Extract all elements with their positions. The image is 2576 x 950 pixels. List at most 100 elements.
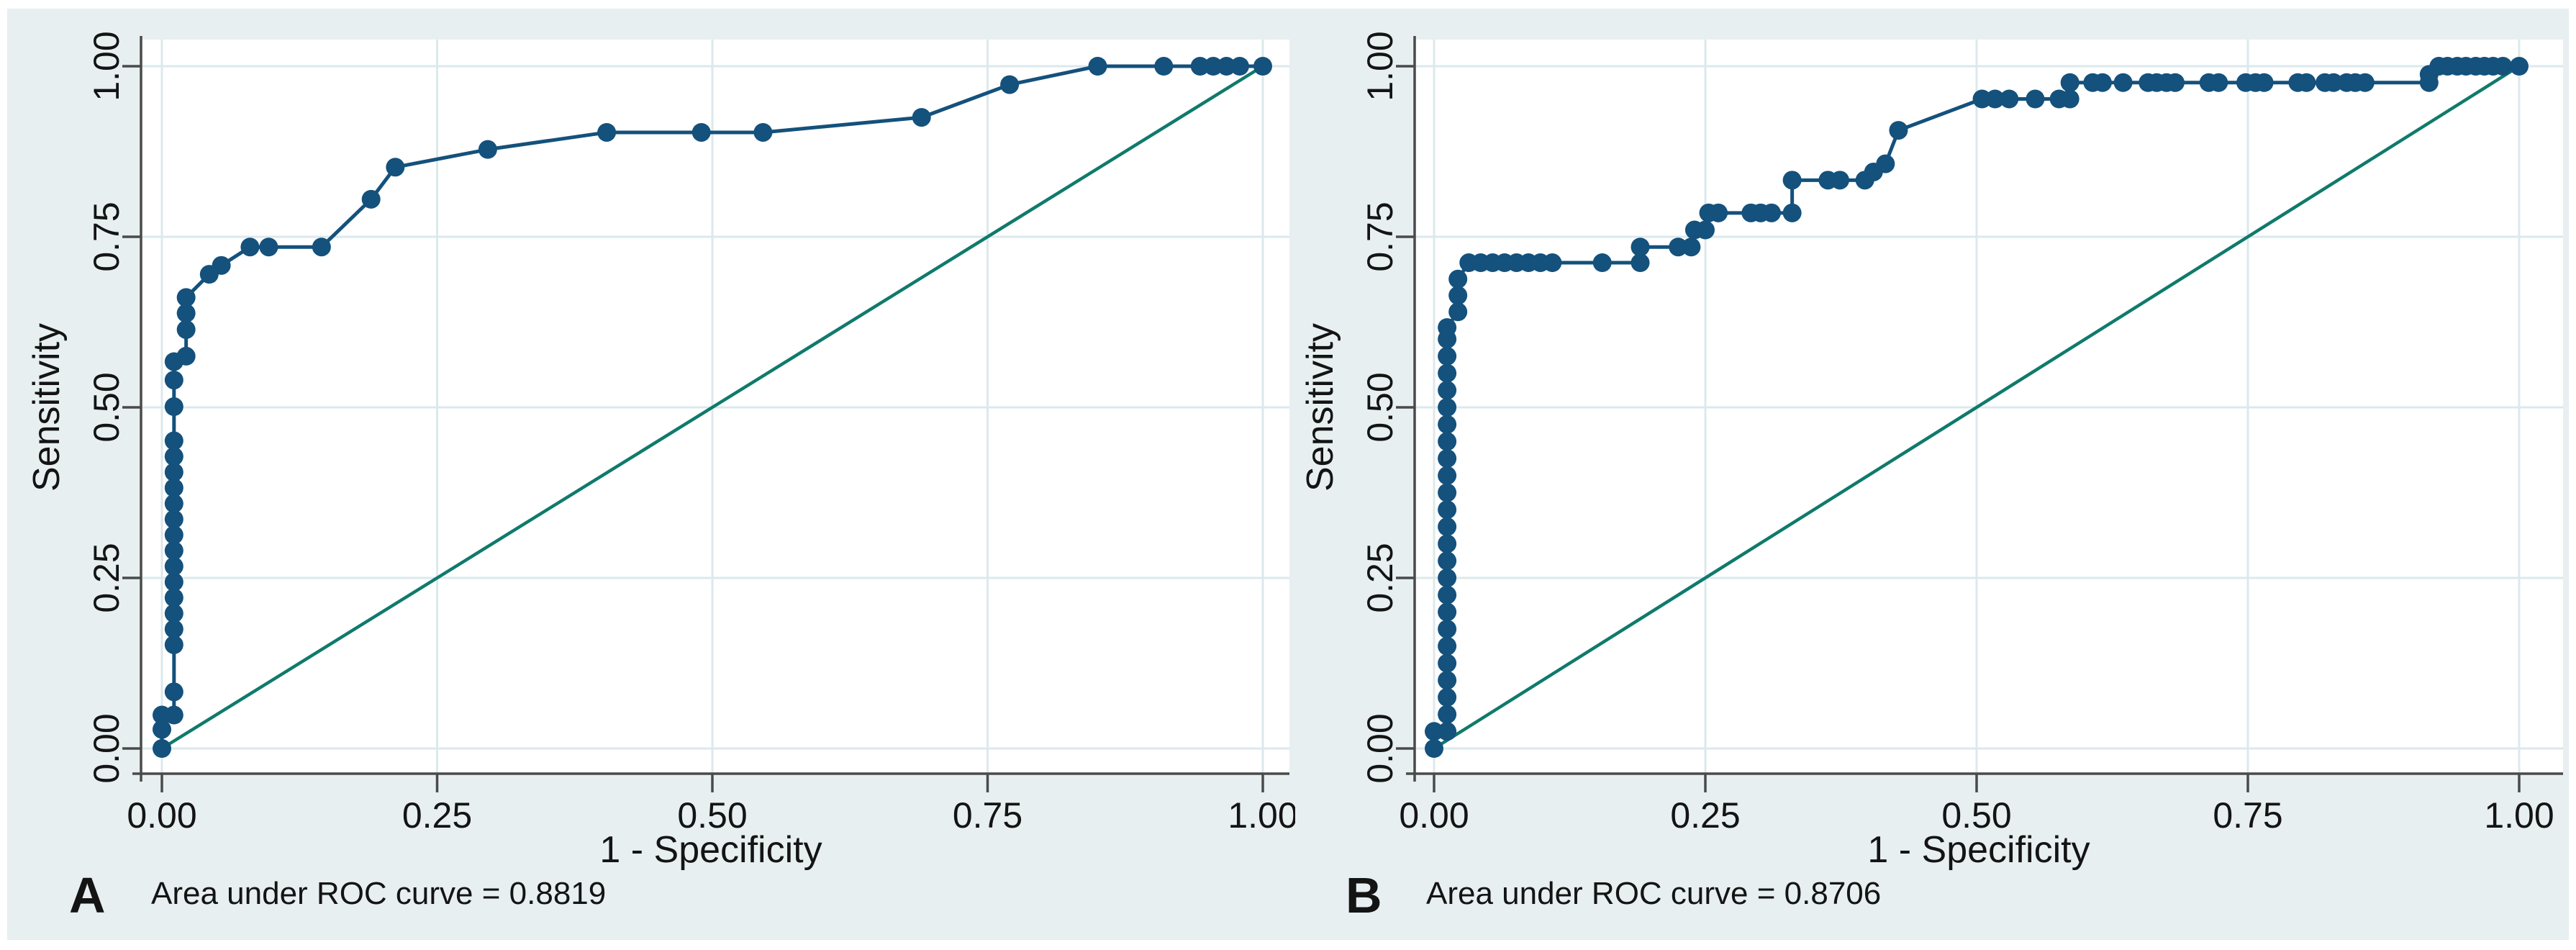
x-tick-labels: 0.00 0.25 0.50 0.75 1.00 xyxy=(1399,795,2554,836)
roc-data-point xyxy=(691,122,711,142)
roc-data-point xyxy=(2324,73,2344,92)
roc-data-point xyxy=(259,238,278,257)
roc-plot-a: 0.00 0.25 0.50 0.75 1.00 0.00 0.25 0.50 0.75 1.0… xyxy=(26,31,1295,923)
x-tick-label: 0.00 xyxy=(1399,795,1469,836)
roc-data-point xyxy=(1438,551,1457,571)
roc-data-point xyxy=(1438,381,1457,400)
roc-data-point xyxy=(1972,89,1992,109)
panel-letter: A xyxy=(69,867,106,923)
roc-data-point xyxy=(1438,318,1457,338)
roc-data-point xyxy=(1761,203,1781,222)
panel-a: 0.00 0.25 0.50 0.75 1.00 0.00 0.25 0.50 0.75 1.0… xyxy=(14,7,1295,943)
roc-plot-b: 0.00 0.25 0.50 0.75 1.00 0.00 0.25 0.50 0.75 1.0… xyxy=(1300,31,2563,923)
roc-data-point xyxy=(164,371,183,390)
roc-data-point xyxy=(1830,171,1849,190)
roc-data-point xyxy=(1438,432,1457,451)
roc-data-point xyxy=(2026,89,2045,109)
x-tick-labels: 0.00 0.25 0.50 0.75 1.00 xyxy=(127,795,1295,836)
roc-data-point xyxy=(1000,75,1020,94)
x-tick-label: 0.50 xyxy=(1941,795,2011,836)
y-tick-label: 0.00 xyxy=(1360,713,1400,783)
roc-data-point xyxy=(1438,534,1457,553)
roc-data-point xyxy=(176,304,196,323)
roc-data-point xyxy=(1669,238,1688,257)
roc-data-point xyxy=(386,158,405,177)
roc-data-point xyxy=(597,122,617,142)
x-tick-label: 1.00 xyxy=(2484,795,2554,836)
roc-data-point xyxy=(1876,154,1895,173)
roc-data-point xyxy=(1985,89,2005,109)
x-tick-label: 1.00 xyxy=(1228,795,1295,836)
roc-data-point xyxy=(164,620,183,639)
roc-data-point xyxy=(1696,220,1715,240)
roc-data-point xyxy=(1438,500,1457,520)
roc-data-point xyxy=(1438,687,1457,707)
roc-data-point xyxy=(2113,73,2133,92)
roc-data-point xyxy=(1204,57,1223,76)
roc-data-point xyxy=(164,525,183,545)
y-tick-label: 1.00 xyxy=(86,31,127,101)
roc-data-point xyxy=(164,447,183,466)
roc-data-point xyxy=(1782,171,1802,190)
roc-data-point xyxy=(1438,483,1457,502)
roc-data-point xyxy=(164,604,183,623)
reference-line xyxy=(1433,65,2521,750)
roc-data-point xyxy=(164,541,183,561)
roc-data-point xyxy=(2510,57,2529,76)
y-tick-label: 1.00 xyxy=(1360,31,1400,101)
roc-data-point xyxy=(361,189,381,209)
x-tick-label: 0.75 xyxy=(953,795,1022,836)
roc-data-point xyxy=(1438,363,1457,383)
roc-data-point xyxy=(2297,73,2316,92)
roc-data-point xyxy=(1088,57,1107,76)
roc-data-point xyxy=(164,397,183,417)
reference-line xyxy=(160,65,1264,750)
auc-annotation: Area under ROC curve = 0.8819 xyxy=(151,876,606,911)
roc-curve xyxy=(153,57,1272,758)
roc-data-point xyxy=(1438,398,1457,417)
panel-b: 0.00 0.25 0.50 0.75 1.00 0.00 0.25 0.50 0.75 1.0… xyxy=(1288,7,2569,943)
x-tick-label: 0.25 xyxy=(1670,795,1740,836)
panel-letter: B xyxy=(1346,867,1382,923)
roc-data-point xyxy=(1154,57,1174,76)
roc-data-point xyxy=(164,431,183,451)
roc-data-point xyxy=(1438,517,1457,536)
roc-data-point xyxy=(1438,620,1457,639)
x-tick-label: 0.50 xyxy=(677,795,747,836)
y-tick-label: 0.50 xyxy=(1360,372,1400,442)
roc-data-point xyxy=(1438,671,1457,690)
roc-data-point xyxy=(164,682,183,702)
y-tick-label: 0.75 xyxy=(86,202,127,271)
roc-data-point xyxy=(164,478,183,497)
auc-annotation: Area under ROC curve = 0.8706 xyxy=(1426,876,1881,911)
roc-data-point xyxy=(1709,203,1728,222)
roc-data-point xyxy=(1438,636,1457,656)
roc-data-point xyxy=(1438,415,1457,434)
roc-data-point xyxy=(2209,73,2228,92)
roc-data-point xyxy=(1448,302,1468,322)
roc-data-point xyxy=(1782,203,1802,222)
y-tick-label: 0.75 xyxy=(1360,202,1400,271)
roc-data-point xyxy=(1190,57,1210,76)
roc-data-point xyxy=(2060,89,2080,109)
roc-data-point xyxy=(2060,73,2080,92)
roc-data-point xyxy=(1253,57,1272,76)
roc-data-point xyxy=(1438,569,1457,587)
tick-marks xyxy=(122,65,1264,792)
roc-data-point xyxy=(1438,449,1457,469)
roc-data-point xyxy=(478,140,497,159)
roc-data-point xyxy=(1448,286,1468,305)
x-tick-label: 0.25 xyxy=(402,795,472,836)
roc-data-point xyxy=(1217,57,1236,76)
roc-data-point xyxy=(240,238,260,257)
roc-data-point xyxy=(1230,57,1249,76)
roc-data-point xyxy=(1631,253,1650,273)
y-axis-title: Sensitivity xyxy=(26,323,68,492)
roc-data-point xyxy=(1889,121,1908,140)
gridlines xyxy=(1415,40,2563,774)
roc-data-point xyxy=(912,108,931,127)
roc-data-point xyxy=(164,463,183,482)
x-axis-title: 1 - Specificity xyxy=(599,829,822,871)
roc-data-point xyxy=(164,705,183,725)
